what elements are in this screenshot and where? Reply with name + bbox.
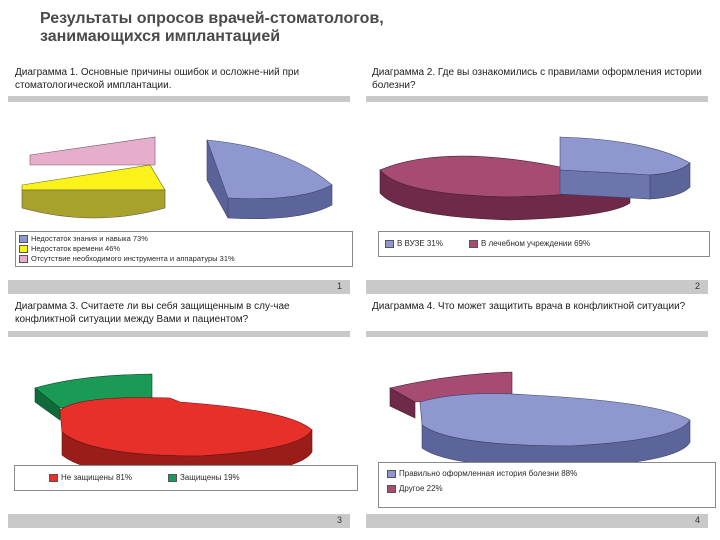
chart1-panel-number: 1 <box>336 281 342 291</box>
chart1-legend-swatch-1 <box>19 235 28 243</box>
chart2-bottom-bar <box>366 280 708 294</box>
chart1-legend-label-2: Недостаток времени 46% <box>31 244 121 253</box>
chart3-legend-item-1: Не защищены 81% <box>49 473 132 483</box>
chart4-pie <box>389 371 691 469</box>
chart4-legend-label-2: Другое 22% <box>399 484 443 493</box>
chart2-legend-label-1: В ВУЗЕ 31% <box>397 239 443 248</box>
chart2-legend-swatch-2 <box>468 240 478 248</box>
chart1-legend-item-2: Недостаток времени 46% <box>19 244 349 254</box>
chart3-legend: Не защищены 81% Защищены 19% <box>14 465 358 491</box>
chart4-bottom-bar <box>366 514 708 528</box>
chart1-legend-label-1: Недостаток знания и навыка 73% <box>31 234 148 243</box>
chart3-slice-1-side <box>61 428 313 470</box>
chart4-panel-number: 4 <box>694 515 700 525</box>
chart4-top-bar <box>366 331 708 337</box>
chart3-pie <box>34 373 313 470</box>
chart3-legend-label-2: Защищены 19% <box>179 473 240 482</box>
chart2-legend-swatch-1 <box>385 240 394 248</box>
chart1-slice-2 <box>21 164 166 191</box>
chart2-question: Диаграмма 2. Где вы ознакомились с прави… <box>372 67 702 91</box>
chart4-legend-swatch-1 <box>387 469 396 478</box>
chart3-bottom-bar <box>8 514 350 528</box>
chart1-question: Диаграмма 1. Основные причины ошибок и о… <box>15 67 300 91</box>
chart2-legend-item-1: В ВУЗЕ 31% <box>385 239 443 249</box>
chart1-legend-swatch-3 <box>19 255 28 263</box>
chart1-pie <box>21 136 333 220</box>
chart3-legend-swatch-1 <box>49 474 58 482</box>
chart2-legend: В ВУЗЕ 31% В лечебном учреждении 69% <box>378 231 710 257</box>
chart3-question: Диаграмма 3. Считаете ли вы себя защищен… <box>15 301 290 325</box>
chart1-slice-3 <box>29 136 156 166</box>
chart3-top-bar <box>8 331 350 337</box>
chart2-panel-number: 2 <box>694 281 700 291</box>
chart4-question: Диаграмма 4. Что может защитить врача в … <box>372 301 686 312</box>
chart4-legend-label-1: Правильно оформленная история болезни 88… <box>399 469 578 478</box>
chart4-legend-item-2: Другое 22% <box>387 481 707 496</box>
chart4-legend: Правильно оформленная история болезни 88… <box>378 462 716 508</box>
page-title: Результаты опросов врачей-стоматологов, … <box>40 10 384 45</box>
chart3-panel-number: 3 <box>336 515 342 525</box>
chart1-slice-1-side <box>227 184 333 220</box>
chart2-legend-item-2: В лечебном учреждении 69% <box>468 239 591 249</box>
chart2-slice-1-edge <box>559 169 651 200</box>
chart2-slice-1 <box>559 136 691 176</box>
chart3-slice-2-side <box>34 387 61 421</box>
chart1-top-bar <box>8 96 350 102</box>
chart1-legend-item-3: Отсутствие необходимого инструмента и ап… <box>19 254 349 264</box>
chart2-slice-2-side <box>379 169 631 221</box>
chart4-legend-swatch-2 <box>387 484 396 493</box>
chart4-slice-2-side <box>389 387 416 419</box>
chart2-top-bar <box>366 96 708 102</box>
chart1-slice-1 <box>206 139 333 200</box>
chart2-slice-1-side <box>649 162 691 200</box>
chart1-bottom-bar <box>8 280 350 294</box>
chart2-legend-label-2: В лечебном учреждении 69% <box>480 239 591 248</box>
chart1-legend-label-3: Отсутствие необходимого инструмента и ап… <box>31 254 235 263</box>
chart2-pie <box>379 136 691 221</box>
chart3-legend-label-1: Не защищены 81% <box>61 473 132 482</box>
chart4-legend-item-1: Правильно оформленная история болезни 88… <box>387 466 707 481</box>
chart1-legend-item-1: Недостаток знания и навыка 73% <box>19 234 349 244</box>
chart1-slice-2-side <box>21 189 166 219</box>
chart1-legend: Недостаток знания и навыка 73% Недостато… <box>15 231 353 267</box>
chart3-legend-swatch-2 <box>167 474 177 482</box>
chart1-legend-swatch-2 <box>19 245 28 253</box>
chart3-legend-item-2: Защищены 19% <box>167 473 240 483</box>
